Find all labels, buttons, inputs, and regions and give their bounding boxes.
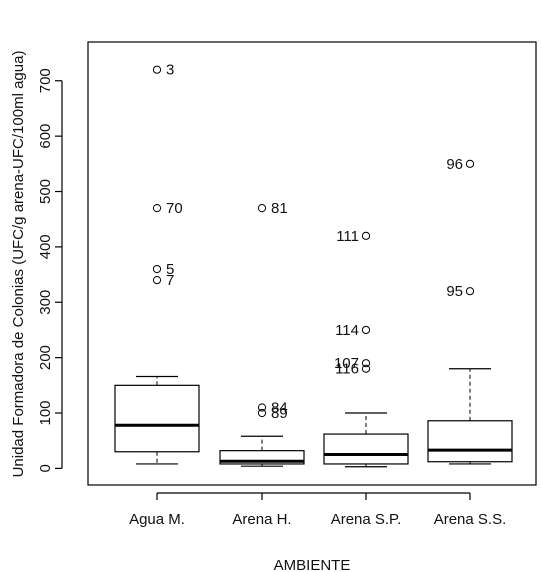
y-axis: 0 100 200 300 400 500 600 700 xyxy=(37,68,63,473)
x-tick-label: Agua M. xyxy=(129,511,185,528)
y-tick-label: 500 xyxy=(37,179,54,204)
box-iqr xyxy=(114,384,200,453)
outlier-point xyxy=(465,159,475,168)
outlier-point xyxy=(152,65,162,74)
outlier-point xyxy=(361,364,371,373)
outlier-point xyxy=(361,325,371,335)
outlier-point xyxy=(152,264,162,274)
outlier-label: 111 xyxy=(336,228,359,245)
box-iqr xyxy=(427,420,513,463)
y-tick-label: 200 xyxy=(37,345,54,370)
outlier-label: 7 xyxy=(166,272,174,289)
outlier-point xyxy=(257,403,267,412)
y-axis-title: Unidad Formadora de Colonias (UFC/g aren… xyxy=(10,51,27,478)
box-iqr xyxy=(323,433,409,465)
outlier-label: 70 xyxy=(166,200,183,217)
plot-frame xyxy=(87,41,537,486)
outlier-point xyxy=(361,231,371,240)
outlier-label: 114 xyxy=(335,322,359,339)
y-tick-label: 300 xyxy=(37,290,54,315)
outlier-point xyxy=(152,276,162,285)
y-tick-label: 400 xyxy=(37,234,54,259)
y-tick-label: 700 xyxy=(37,68,54,93)
outlier-point xyxy=(257,408,267,418)
outlier-label: 96 xyxy=(446,156,463,173)
outlier-label: 89 xyxy=(271,405,288,422)
outlier-point xyxy=(361,359,371,368)
box-group: 3 70 57 xyxy=(114,62,200,465)
box-group: 96 95 xyxy=(427,156,513,465)
outlier-label: 84 xyxy=(271,399,288,416)
x-tick-label: Arena S.P. xyxy=(331,511,402,528)
outlier-label: 107 xyxy=(334,355,359,372)
y-tick-label: 0 xyxy=(37,464,54,472)
outlier-label: 95 xyxy=(446,283,463,300)
outlier-label: 3 xyxy=(166,62,174,79)
outlier-point xyxy=(152,204,162,213)
outlier-label: 81 xyxy=(271,200,288,217)
y-tick-label: 600 xyxy=(37,124,54,149)
outlier-label: 5 xyxy=(166,261,174,278)
outlier-point xyxy=(257,204,267,213)
outlier-point xyxy=(465,287,475,296)
x-tick-label: Arena H. xyxy=(232,511,291,528)
x-axis: Agua M. Arena H. Arena S.P. Arena S.S. xyxy=(129,492,507,528)
x-axis-title: AMBIENTE xyxy=(274,557,351,572)
y-tick-label: 100 xyxy=(37,400,54,425)
x-tick-label: Arena S.S. xyxy=(434,511,507,528)
outlier-label: 116 xyxy=(335,361,359,378)
